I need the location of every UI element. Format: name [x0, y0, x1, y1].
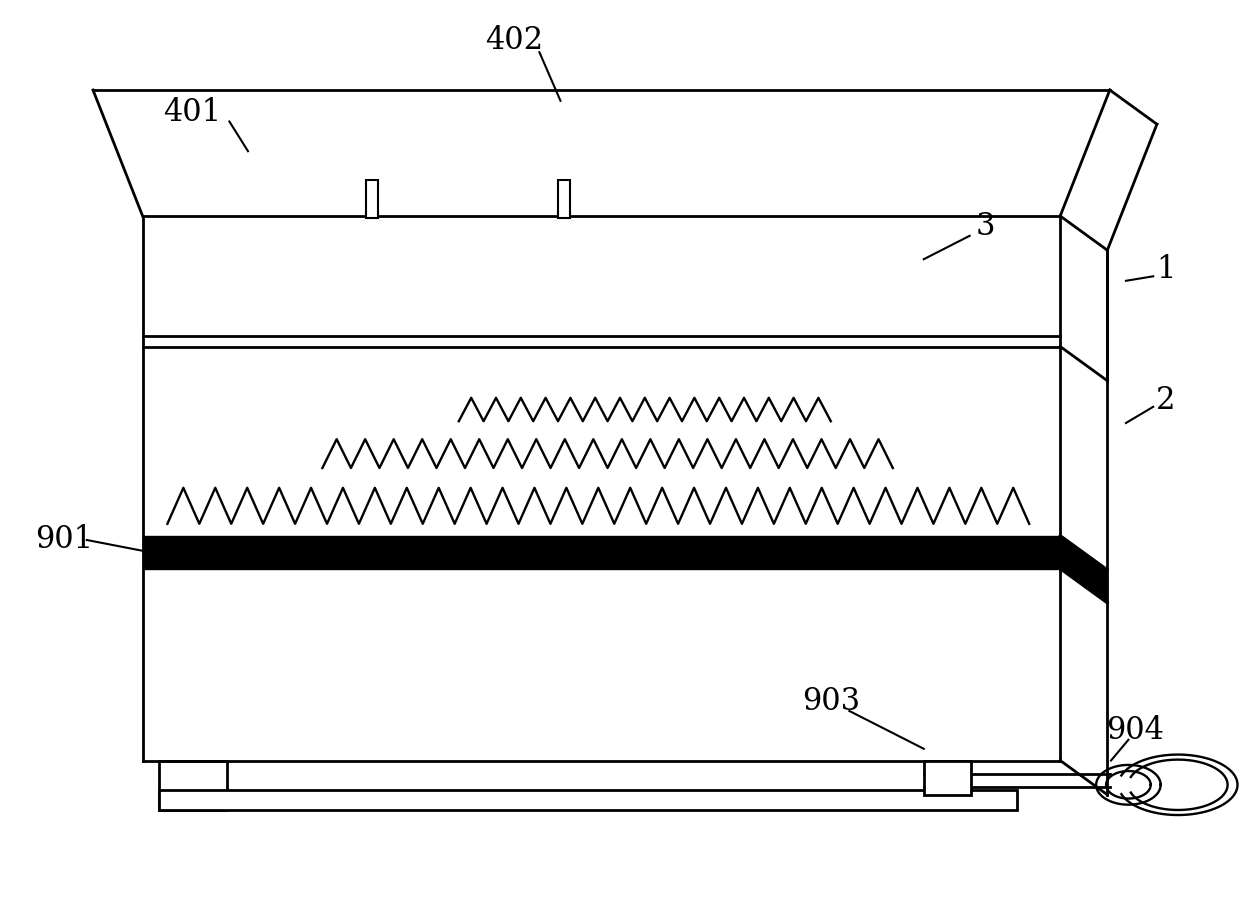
- Text: 1: 1: [1156, 255, 1176, 285]
- Text: 402: 402: [486, 25, 543, 56]
- Polygon shape: [1060, 536, 1107, 603]
- Bar: [924, 760, 971, 795]
- Bar: [159, 760, 227, 810]
- Text: 3: 3: [976, 212, 996, 242]
- Bar: [366, 180, 378, 218]
- Bar: [159, 790, 1017, 810]
- Bar: [558, 180, 570, 218]
- Text: 901: 901: [36, 525, 93, 555]
- Text: 904: 904: [1106, 716, 1163, 746]
- Text: 903: 903: [802, 687, 859, 717]
- Text: 2: 2: [1156, 385, 1176, 416]
- Text: 401: 401: [164, 97, 221, 128]
